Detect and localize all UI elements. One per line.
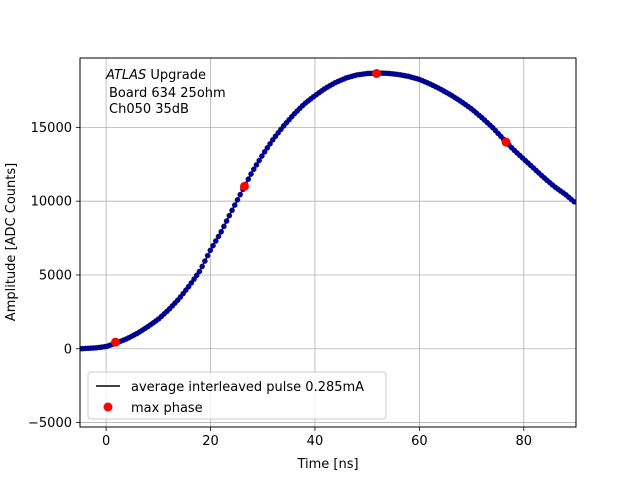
x-tick-label: 60 xyxy=(411,434,428,449)
pulse-data-point xyxy=(204,252,211,259)
plot-frame xyxy=(79,57,577,428)
annotation-upgrade: Upgrade xyxy=(146,68,206,83)
pulse-data-point xyxy=(193,272,200,279)
max-phase-point xyxy=(239,181,249,191)
pulse-data-point xyxy=(218,228,224,235)
pulse-data-point xyxy=(229,207,235,214)
max-phase-point xyxy=(372,69,382,78)
pulse-data-point xyxy=(226,212,233,219)
pulse-data-point xyxy=(571,199,576,205)
pulse-data-point xyxy=(267,141,273,147)
pulse-data-point xyxy=(223,218,230,224)
x-tick-label: 40 xyxy=(307,434,324,449)
pulse-data-point xyxy=(251,166,257,173)
pulse-data-point xyxy=(261,149,268,155)
y-tick-label: 5000 xyxy=(39,268,72,283)
annotation-line-3: Ch050 35dB xyxy=(109,102,189,117)
pulse-data-point xyxy=(248,171,254,177)
plot-area xyxy=(80,69,576,352)
legend-frame xyxy=(87,371,387,420)
pulse-data-point xyxy=(185,283,192,290)
legend-entry-max-phase: max phase xyxy=(131,401,203,416)
pulse-data-point xyxy=(234,197,241,203)
x-tick-label: 80 xyxy=(516,434,533,449)
legend-entry-pulse: average interleaved pulse 0.285mA xyxy=(131,380,364,395)
pulse-data-point xyxy=(196,268,203,275)
pulse-data-point xyxy=(199,263,205,270)
y-tick-label: −5000 xyxy=(28,416,72,431)
pulse-data-point xyxy=(191,276,197,282)
pulse-data-point xyxy=(259,153,265,159)
pulse-data-point xyxy=(210,242,216,249)
pulse-data-point xyxy=(237,191,243,198)
max-phase-point xyxy=(501,137,511,147)
pulse-data-point xyxy=(207,247,214,254)
x-tick-label: 0 xyxy=(102,434,110,449)
y-tick-label: 0 xyxy=(64,342,72,357)
max-phase-point xyxy=(111,337,120,347)
y-tick-label: 10000 xyxy=(31,195,72,210)
annotation-line-2: Board 634 25ohm xyxy=(109,86,226,101)
y-tick-label: 15000 xyxy=(31,121,72,136)
pulse-data-point xyxy=(264,145,271,151)
x-tick-label: 20 xyxy=(202,434,219,449)
pulse-data-point xyxy=(188,280,195,286)
pulse-data-point xyxy=(256,157,262,164)
legend-marker-swatch xyxy=(103,402,113,412)
legend: average interleaved pulse 0.285mA max ph… xyxy=(87,371,387,420)
x-axis-label: Time [ns] xyxy=(296,457,358,472)
annotation-line-1: ATLAS Upgrade xyxy=(105,68,206,83)
pulse-data-point xyxy=(215,233,222,240)
annotation-atlas: ATLAS xyxy=(105,68,146,83)
pulse-data-point xyxy=(212,238,219,244)
pulse-data-point xyxy=(202,258,208,264)
x-axis: 0 20 40 60 80 xyxy=(102,427,532,449)
y-axis: −5000 0 5000 10000 15000 xyxy=(28,121,80,431)
y-axis-label: Amplitude [ADC Counts] xyxy=(4,163,19,321)
pulse-data-point xyxy=(245,176,252,182)
pulse-data-point xyxy=(231,202,238,208)
annotation: ATLAS Upgrade Board 634 25ohm Ch050 35dB xyxy=(105,68,226,117)
pulse-data-point xyxy=(253,162,260,168)
pulse-data-point xyxy=(221,223,227,230)
